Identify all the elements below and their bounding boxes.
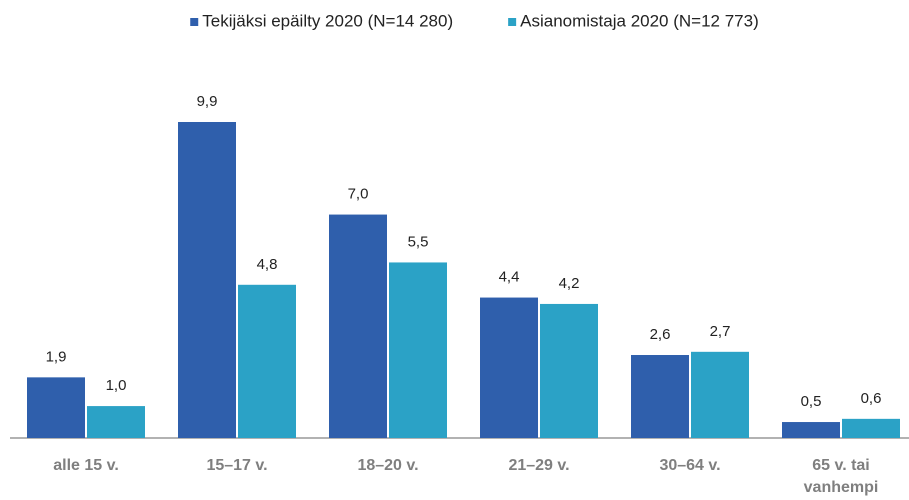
bar [178,122,236,438]
x-tick-label: 65 v. tai vanhempi [804,457,879,496]
bar [238,284,296,438]
bar [631,355,689,438]
legend-label: Asianomistaja 2020 (N=12 773) [520,11,759,30]
legend: Tekijäksi epäilty 2020 (N=14 280) Asianom… [190,11,759,30]
bar [389,262,447,438]
data-label: 1,9 [46,348,67,365]
bar [842,418,900,438]
data-label: 4,2 [559,275,580,292]
x-tick-label: 15–17 v. [206,457,267,474]
bar [329,214,387,438]
data-label: 5,5 [408,233,429,250]
data-label: 1,0 [106,377,127,394]
data-label: 9,9 [197,93,218,110]
bar [480,297,538,438]
x-tick-label: 21–29 v. [508,457,569,474]
legend-label: Tekijäksi epäilty 2020 (N=14 280) [202,11,453,30]
bar [540,303,598,438]
data-label: 2,7 [710,323,731,340]
bar [87,406,145,438]
bar [27,377,85,438]
data-label: 0,5 [801,393,822,410]
bar [691,351,749,438]
x-tick-label: 30–64 v. [659,457,720,474]
x-tick-label: 18–20 v. [357,457,418,474]
data-label: 4,8 [257,256,278,273]
data-label: 0,6 [861,390,882,407]
legend-marker [190,18,199,26]
x-tick-label: alle 15 v. [53,457,119,474]
data-label: 2,6 [650,326,671,343]
bar [782,422,840,438]
data-label: 4,4 [499,269,520,286]
data-label: 7,0 [348,186,369,203]
legend-marker [508,18,517,26]
